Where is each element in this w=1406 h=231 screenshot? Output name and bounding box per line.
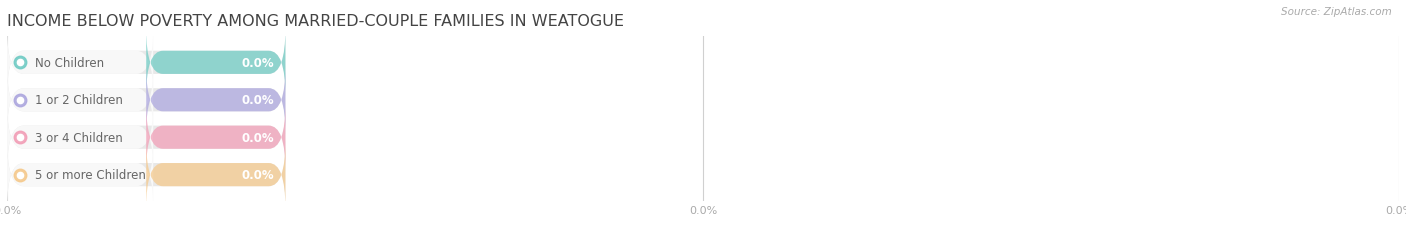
FancyBboxPatch shape xyxy=(146,30,285,96)
FancyBboxPatch shape xyxy=(146,67,285,134)
Text: INCOME BELOW POVERTY AMONG MARRIED-COUPLE FAMILIES IN WEATOGUE: INCOME BELOW POVERTY AMONG MARRIED-COUPL… xyxy=(7,14,624,29)
Text: 0.0%: 0.0% xyxy=(242,94,274,107)
Text: 5 or more Children: 5 or more Children xyxy=(35,168,146,181)
FancyBboxPatch shape xyxy=(7,142,153,208)
Text: 1 or 2 Children: 1 or 2 Children xyxy=(35,94,122,107)
FancyBboxPatch shape xyxy=(7,104,153,171)
Text: Source: ZipAtlas.com: Source: ZipAtlas.com xyxy=(1281,7,1392,17)
FancyBboxPatch shape xyxy=(146,104,285,171)
Text: 3 or 4 Children: 3 or 4 Children xyxy=(35,131,122,144)
Text: No Children: No Children xyxy=(35,57,104,70)
FancyBboxPatch shape xyxy=(7,142,285,208)
FancyBboxPatch shape xyxy=(7,30,153,96)
FancyBboxPatch shape xyxy=(7,30,285,96)
Text: 0.0%: 0.0% xyxy=(242,168,274,181)
Text: 0.0%: 0.0% xyxy=(242,131,274,144)
FancyBboxPatch shape xyxy=(146,142,285,208)
FancyBboxPatch shape xyxy=(7,67,153,134)
Text: 0.0%: 0.0% xyxy=(242,57,274,70)
FancyBboxPatch shape xyxy=(7,104,285,171)
FancyBboxPatch shape xyxy=(7,67,285,134)
